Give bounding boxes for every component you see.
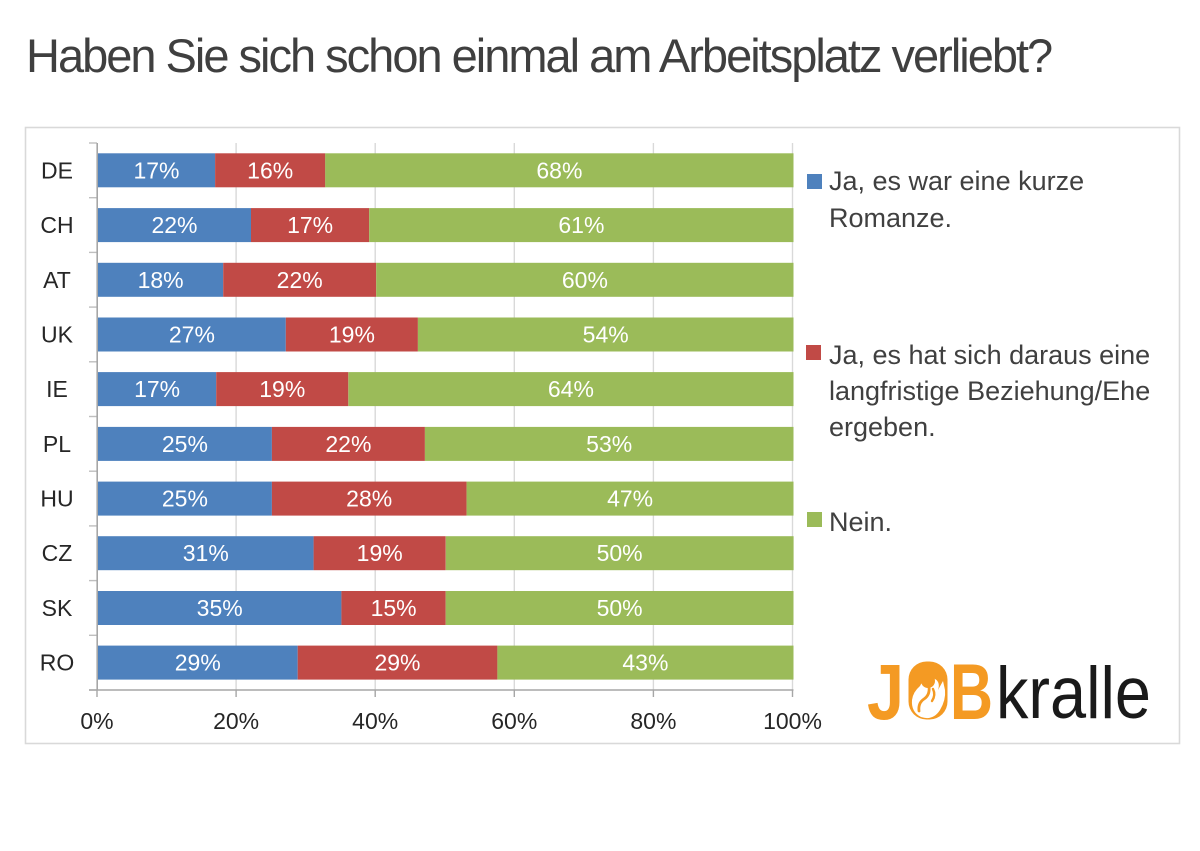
svg-text:15%: 15% <box>371 595 417 621</box>
svg-text:22%: 22% <box>277 267 323 293</box>
svg-text:UK: UK <box>41 322 74 348</box>
svg-text:22%: 22% <box>325 431 371 457</box>
svg-text:64%: 64% <box>548 376 594 402</box>
svg-text:40%: 40% <box>352 708 398 734</box>
svg-text:60%: 60% <box>491 708 537 734</box>
svg-text:ergeben.: ergeben. <box>829 412 936 442</box>
svg-text:PL: PL <box>43 431 71 457</box>
svg-text:60%: 60% <box>562 267 608 293</box>
svg-text:35%: 35% <box>197 595 243 621</box>
svg-text:IE: IE <box>46 376 68 402</box>
svg-text:19%: 19% <box>259 376 305 402</box>
svg-text:53%: 53% <box>586 431 632 457</box>
svg-text:68%: 68% <box>536 157 582 183</box>
svg-text:27%: 27% <box>169 322 215 348</box>
svg-text:29%: 29% <box>374 650 420 676</box>
svg-text:16%: 16% <box>247 157 293 183</box>
svg-text:19%: 19% <box>357 540 403 566</box>
svg-text:DE: DE <box>41 157 73 183</box>
svg-text:Romanze.: Romanze. <box>829 203 952 233</box>
svg-text:17%: 17% <box>133 157 179 183</box>
svg-text:HU: HU <box>40 486 73 512</box>
svg-text:AT: AT <box>43 267 71 293</box>
svg-text:100%: 100% <box>763 708 822 734</box>
svg-text:28%: 28% <box>346 486 392 512</box>
svg-text:54%: 54% <box>583 322 629 348</box>
svg-text:50%: 50% <box>597 595 643 621</box>
svg-text:J: J <box>867 647 904 736</box>
svg-text:25%: 25% <box>162 486 208 512</box>
svg-text:B: B <box>950 647 993 736</box>
svg-text:18%: 18% <box>138 267 184 293</box>
svg-text:CZ: CZ <box>42 540 73 566</box>
svg-text:25%: 25% <box>162 431 208 457</box>
svg-text:50%: 50% <box>597 540 643 566</box>
svg-text:43%: 43% <box>622 650 668 676</box>
svg-text:17%: 17% <box>287 212 333 238</box>
svg-text:61%: 61% <box>558 212 604 238</box>
svg-text:Nein.: Nein. <box>829 507 892 537</box>
svg-text:CH: CH <box>40 212 73 238</box>
svg-text:RO: RO <box>40 650 75 676</box>
svg-text:17%: 17% <box>134 376 180 402</box>
svg-text:31%: 31% <box>183 540 229 566</box>
svg-text:80%: 80% <box>630 708 676 734</box>
svg-text:20%: 20% <box>213 708 259 734</box>
svg-text:0%: 0% <box>80 708 113 734</box>
svg-text:22%: 22% <box>151 212 197 238</box>
svg-text:19%: 19% <box>329 322 375 348</box>
svg-text:langfristige Beziehung/Ehe: langfristige Beziehung/Ehe <box>829 376 1150 406</box>
svg-text:Ja, es hat sich daraus eine: Ja, es hat sich daraus eine <box>829 340 1150 370</box>
svg-text:29%: 29% <box>175 650 221 676</box>
svg-text:Ja, es war eine kurze: Ja, es war eine kurze <box>829 166 1084 196</box>
svg-text:kralle: kralle <box>996 653 1151 734</box>
svg-text:47%: 47% <box>607 486 653 512</box>
svg-text:SK: SK <box>42 595 73 621</box>
